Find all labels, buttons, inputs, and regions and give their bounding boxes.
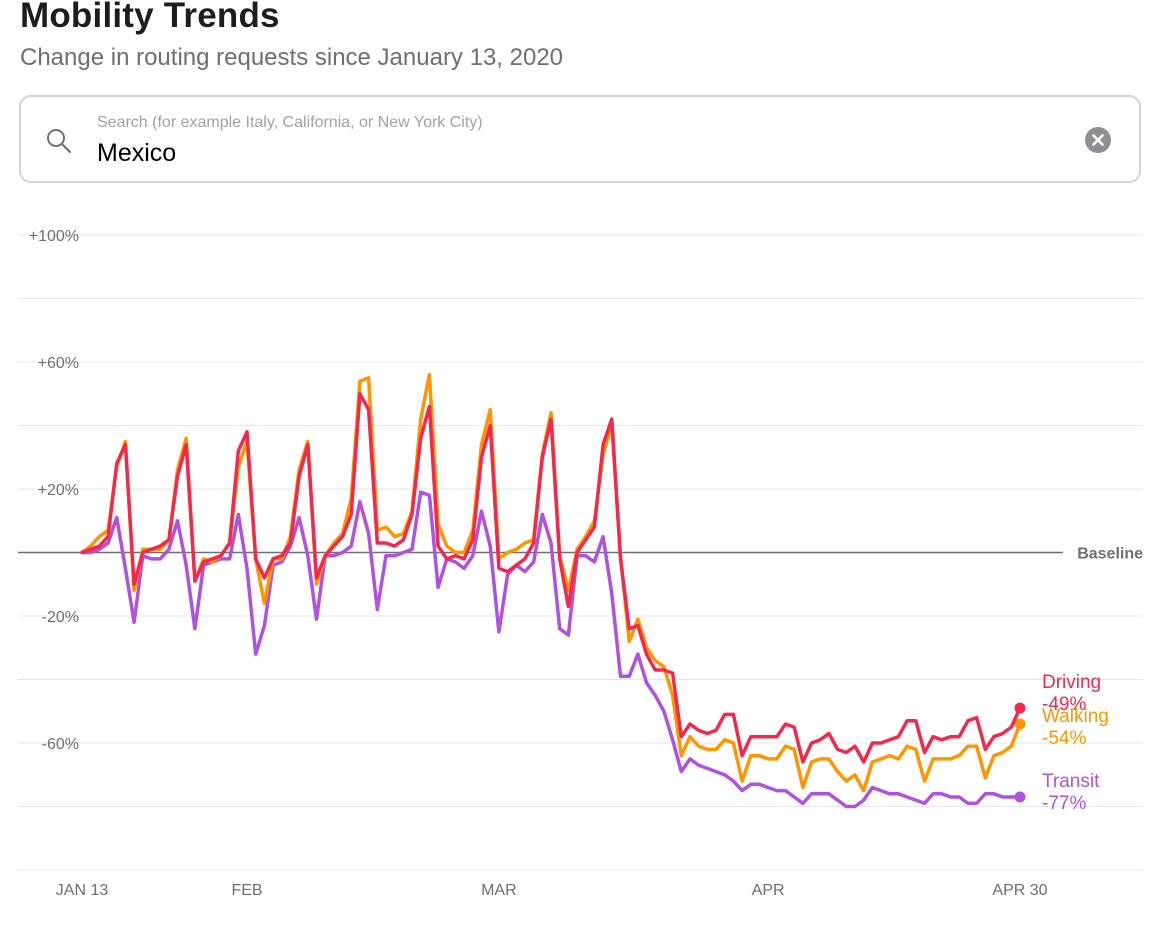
page-title: Mobility Trends: [20, 0, 280, 35]
legend-name-walking: Walking: [1042, 706, 1109, 727]
end-point-walking: [1014, 718, 1026, 730]
legend-name-transit: Transit: [1042, 771, 1100, 792]
mobility-chart: +100% +60% +20% -20% -60% JAN 13 FEB MAR APR APR …: [18, 228, 1143, 899]
x-tick-label: APR 30: [992, 882, 1047, 899]
series-line-transit: [80, 490, 1022, 809]
page-subtitle: Change in routing requests since January…: [20, 44, 564, 71]
legend-name-driving: Driving: [1042, 672, 1101, 693]
y-tick-label: +60%: [38, 355, 79, 372]
y-tick-label: +20%: [38, 482, 79, 499]
x-tick-label: FEB: [231, 882, 262, 899]
search-input[interactable]: Mexico: [97, 139, 177, 167]
x-tick-label: JAN 13: [56, 882, 109, 899]
series-line-driving: [80, 392, 1022, 764]
y-tick-label: -60%: [42, 736, 79, 753]
baseline-label: Baseline: [1077, 546, 1143, 563]
x-tick-label: MAR: [481, 882, 517, 899]
end-point-transit: [1014, 791, 1026, 803]
clear-icon: [1092, 134, 1104, 146]
search-placeholder: Search (for example Italy, California, o…: [97, 114, 483, 131]
search-icon: [45, 127, 73, 155]
legend-value-transit: -77%: [1042, 793, 1086, 814]
y-tick-label: -20%: [42, 609, 79, 626]
legend-value-driving: -49%: [1042, 694, 1086, 715]
search-box[interactable]: Search (for example Italy, California, o…: [19, 95, 1141, 183]
y-tick-label: +100%: [29, 228, 79, 245]
end-point-driving: [1014, 702, 1026, 714]
x-tick-label: APR: [752, 882, 785, 899]
clear-search-button[interactable]: [1085, 127, 1111, 153]
legend-value-walking: -54%: [1042, 728, 1086, 749]
